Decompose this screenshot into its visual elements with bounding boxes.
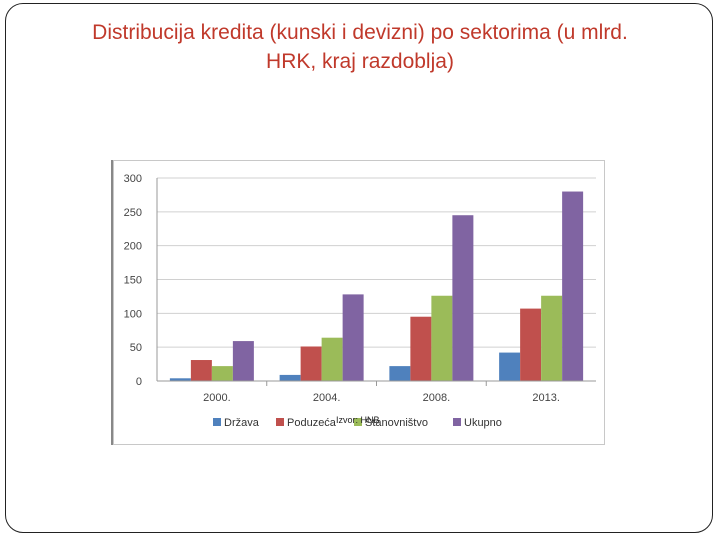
y-tick-label: 200 xyxy=(124,241,142,253)
axes xyxy=(156,178,596,386)
x-axis-ticks: 2000. 2004. 2008. 2013. xyxy=(203,392,560,404)
bar-država xyxy=(499,352,521,381)
legend-label: Država xyxy=(224,417,260,429)
x-tick-label: 2008. xyxy=(423,392,451,404)
y-tick-label: 0 xyxy=(136,376,142,388)
bars xyxy=(169,191,584,381)
x-tick-label: 2004. xyxy=(313,392,341,404)
chart-container: 0 50 100 150 200 250 300 2000. 2004. 2008. 2013. … xyxy=(113,160,605,445)
bar-država xyxy=(279,374,301,381)
bar-stanovništvo xyxy=(541,295,563,381)
bar-poduzeća xyxy=(410,316,432,381)
y-tick-label: 50 xyxy=(130,342,142,354)
y-axis-ticks: 0 50 100 150 200 250 300 xyxy=(124,173,142,388)
bar-ukupno xyxy=(232,341,254,381)
x-tick-label: 2000. xyxy=(203,392,231,404)
bar-ukupno xyxy=(342,294,364,381)
legend-label: Poduzeća xyxy=(287,417,337,429)
y-tick-label: 300 xyxy=(124,173,142,185)
legend-swatch xyxy=(354,418,362,426)
slide-title: Distribucija kredita (kunski i devizni) … xyxy=(20,18,700,76)
bar-ukupno xyxy=(452,215,474,381)
source-note: Izvor: HNB xyxy=(336,415,380,425)
bar-država xyxy=(169,378,191,381)
bar-ukupno xyxy=(562,191,584,381)
bar-stanovništvo xyxy=(321,337,343,381)
y-tick-label: 150 xyxy=(124,275,142,287)
bar-stanovništvo xyxy=(211,366,233,381)
legend: Država Poduzeća Stanovništvo Ukupno xyxy=(213,417,502,429)
bar-poduzeća xyxy=(520,308,542,381)
legend-swatch xyxy=(453,418,461,426)
slide-title-line-1: Distribucija kredita (kunski i devizni) … xyxy=(92,21,628,44)
y-tick-label: 250 xyxy=(124,207,142,219)
legend-label: Stanovništvo xyxy=(365,417,428,429)
slide-title-line-2: HRK, kraj razdoblja) xyxy=(266,50,454,73)
legend-swatch xyxy=(276,418,284,426)
bar-stanovništvo xyxy=(431,295,453,381)
bar-država xyxy=(389,366,411,381)
slide-frame xyxy=(5,3,713,533)
x-tick-label: 2013. xyxy=(532,392,560,404)
bar-poduzeća xyxy=(190,360,212,381)
legend-label: Ukupno xyxy=(464,417,502,429)
legend-swatch xyxy=(213,418,221,426)
bar-poduzeća xyxy=(300,346,322,381)
y-tick-label: 100 xyxy=(124,308,142,320)
